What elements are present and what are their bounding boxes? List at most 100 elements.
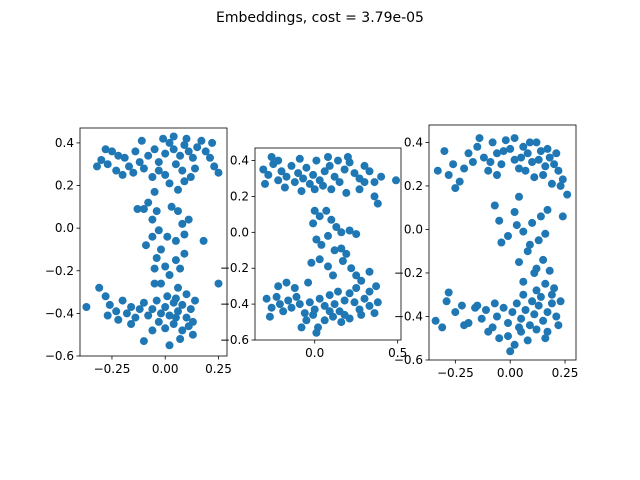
scatter-point [279, 307, 288, 316]
scatter-point [178, 300, 187, 309]
scatter-point [184, 215, 193, 224]
y-tick-label: 0.0 [55, 221, 74, 235]
scatter-point [277, 167, 286, 176]
scatter-point [142, 241, 150, 250]
scatter-point [163, 232, 172, 241]
scatter-point [515, 323, 523, 332]
scatter-point [199, 236, 208, 245]
scatter-point [438, 323, 447, 332]
scatter-point [95, 283, 104, 292]
scatter-point [372, 282, 381, 291]
scatter-point [274, 156, 283, 165]
scatter-point [148, 173, 157, 181]
scatter-point [127, 303, 136, 311]
scatter-point [201, 147, 210, 156]
scatter-point [300, 309, 309, 318]
scatter-point [284, 296, 293, 305]
scatter-point [176, 335, 185, 343]
scatter-point [543, 327, 552, 336]
subplot-1: −0.6 −0.4 −0.2 0.0 0.2 0.4 −0.25 0.00 0.25 [45, 127, 232, 376]
scatter-point [176, 151, 185, 160]
scatter-point [521, 306, 530, 314]
scatter-point [521, 166, 530, 175]
scatter-point [103, 311, 112, 320]
scatter-point [510, 134, 519, 143]
scatter-point [208, 138, 217, 147]
scatter-point [127, 320, 136, 328]
scatter-point [484, 166, 493, 175]
y-tick-label: −0.2 [394, 266, 423, 280]
scatter-point [129, 168, 138, 177]
scatter-point [324, 231, 332, 240]
scatter-point [312, 235, 321, 244]
scatter-point [169, 145, 178, 154]
scatter-point [131, 147, 140, 156]
scatter-point [299, 174, 308, 183]
scatter-point [352, 230, 361, 239]
x-tick-label: 0.00 [497, 366, 524, 380]
scatter-point [197, 136, 206, 145]
x-tick-label: 0.5 [388, 346, 407, 360]
scatter-point [176, 264, 185, 273]
scatter-point [332, 223, 341, 231]
scatter-point [512, 299, 521, 308]
scatter-point [171, 294, 180, 303]
scatter-point [532, 286, 541, 295]
scatter-point [171, 256, 180, 265]
scatter-point [305, 298, 314, 307]
scatter-point [282, 172, 291, 181]
scatter-point [352, 284, 361, 292]
scatter-point [330, 300, 339, 309]
scatter-point [547, 290, 556, 299]
scatter-point [519, 277, 528, 286]
scatter-point [157, 245, 165, 254]
scatter-point [451, 184, 460, 193]
scatter-point [171, 160, 180, 169]
scatter-point [120, 153, 129, 162]
scatter-point [534, 236, 543, 245]
scatter-point [558, 175, 567, 184]
scatter-point [473, 142, 482, 151]
scatter-point [558, 212, 567, 221]
scatter-point [295, 300, 304, 309]
scatter-point [499, 147, 508, 156]
subplot-2: −0.6 −0.4 −0.2 0.0 0.2 0.4 0.0 0.5 [220, 147, 407, 360]
scatter-point [528, 297, 537, 306]
scatter-point [290, 178, 299, 187]
scatter-point [305, 179, 314, 188]
scatter-point [193, 143, 202, 152]
scatter-point [543, 205, 552, 214]
scatter-point [148, 215, 157, 224]
scatter-point [272, 292, 281, 301]
scatter-point [165, 311, 174, 320]
scatter-point [180, 141, 189, 149]
scatter-point [320, 301, 329, 310]
scatter-point [552, 149, 561, 158]
scatter-point [523, 336, 532, 345]
scatter-point [174, 283, 182, 292]
scatter-point [182, 290, 191, 299]
scatter-point [210, 162, 219, 171]
scatter-point [504, 332, 512, 341]
scatter-point [373, 298, 382, 307]
scatter-point [493, 171, 501, 179]
scatter-point [287, 303, 296, 312]
scatter-point [165, 341, 174, 350]
scatter-point [497, 160, 506, 169]
scatter-point [352, 271, 361, 280]
scatter-point [357, 276, 366, 285]
scatter-point [517, 314, 526, 323]
scatter-point [261, 179, 269, 188]
scatter-point [486, 158, 495, 166]
x-tick-label: 0.0 [305, 346, 324, 360]
scatter-point [541, 162, 550, 171]
scatter-point [532, 325, 541, 334]
scatter-point [556, 181, 565, 190]
scatter-point [493, 312, 501, 321]
scatter-point [543, 144, 552, 153]
scatter-point [327, 215, 336, 224]
scatter-point [506, 347, 515, 356]
subplot-3: −0.6 −0.4 −0.2 0.0 0.2 0.4 −0.25 0.00 0.25 [394, 124, 578, 380]
scatter-point [519, 227, 528, 236]
scatter-point [342, 249, 351, 258]
